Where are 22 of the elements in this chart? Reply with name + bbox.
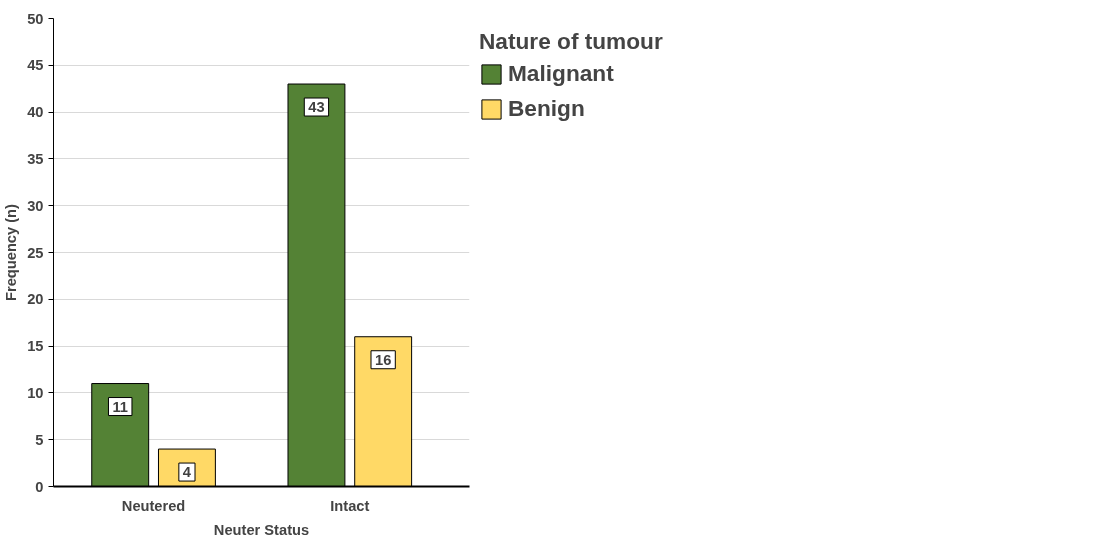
- y-axis-title: Frequency (n): [3, 203, 20, 301]
- y-tick-label: 10: [27, 384, 44, 401]
- y-tick-label: 45: [27, 57, 44, 74]
- y-tick-label: 50: [27, 10, 44, 27]
- x-tick-label: Intact: [330, 497, 370, 514]
- data-label: 43: [308, 99, 325, 116]
- legend-title: Nature of tumour: [479, 28, 663, 55]
- y-tick-label: 5: [35, 431, 44, 448]
- y-tick-label: 35: [27, 150, 44, 167]
- legend-label: Benign: [508, 95, 585, 122]
- y-tick-label: 40: [27, 104, 44, 121]
- y-tick-label: 15: [27, 338, 44, 355]
- x-axis-title: Neuter Status: [213, 521, 310, 538]
- y-tick-label: 20: [27, 291, 44, 308]
- data-label: 16: [375, 351, 392, 368]
- data-label: 4: [182, 464, 192, 481]
- data-label: 11: [112, 398, 128, 415]
- x-tick-label: Neutered: [121, 497, 186, 514]
- y-tick-label: 30: [27, 197, 44, 214]
- y-tick-label: 0: [35, 478, 44, 495]
- legend-label: Malignant: [508, 60, 614, 87]
- y-tick-label: 25: [27, 244, 44, 261]
